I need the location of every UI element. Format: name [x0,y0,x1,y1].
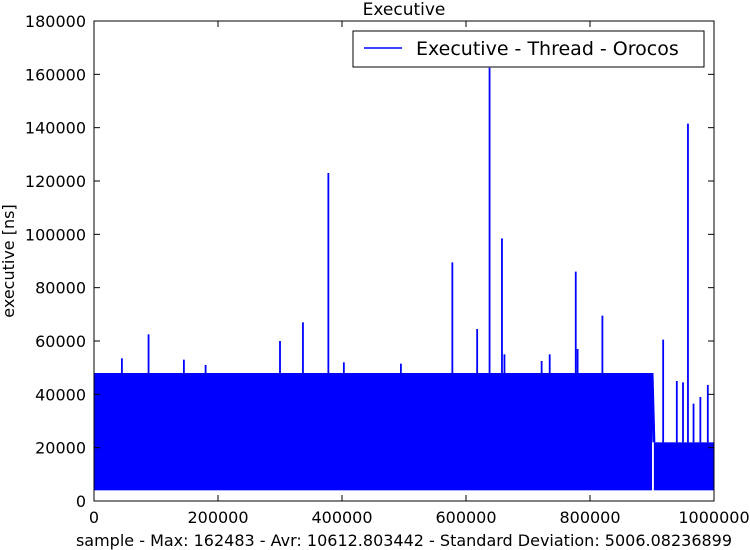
y-tick-label: 80000 [35,279,86,298]
x-tick-label: 200000 [187,508,248,527]
x-axis-label: sample - Max: 162483 - Avr: 10612.803442… [76,531,732,550]
plot-area [94,68,714,491]
y-tick-label: 100000 [25,225,86,244]
series-band-1 [654,442,714,490]
y-tick-label: 160000 [25,65,86,84]
legend: Executive - Thread - Orocos [353,31,704,67]
y-tick-label: 120000 [25,172,86,191]
y-tick-label: 0 [76,492,86,511]
y-tick-label: 180000 [25,12,86,31]
y-tick-label: 60000 [35,332,86,351]
series-transition [652,373,654,442]
series-band-0 [94,373,652,490]
x-tick-label: 400000 [311,508,372,527]
y-tick-label: 40000 [35,385,86,404]
chart-title: Executive [363,0,446,20]
y-tick-label: 20000 [35,439,86,458]
x-tick-label: 0 [89,508,99,527]
legend-label: Executive - Thread - Orocos [416,38,679,60]
x-tick-label: 800000 [559,508,620,527]
y-axis-label: executive [ns] [0,204,18,317]
x-tick-label: 1000000 [678,508,749,527]
x-tick-label: 600000 [435,508,496,527]
y-tick-label: 140000 [25,119,86,138]
